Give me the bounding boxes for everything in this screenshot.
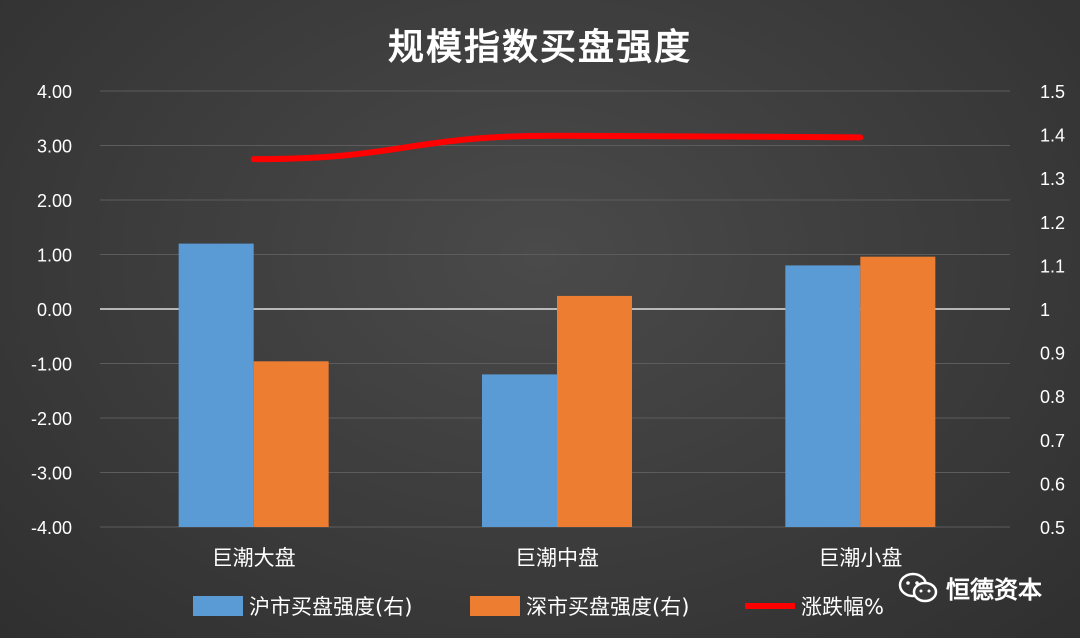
left-tick-label: 1.00	[37, 246, 72, 266]
bar	[860, 256, 936, 527]
right-tick-label: 0.9	[1040, 344, 1065, 364]
left-tick-label: -4.00	[31, 518, 72, 538]
left-tick-label: 0.00	[37, 300, 72, 320]
right-tick-label: 0.7	[1040, 431, 1065, 451]
x-tick-label: 巨潮小盘	[818, 546, 902, 570]
bar	[253, 361, 329, 527]
left-tick-label: 2.00	[37, 191, 72, 211]
bar	[482, 374, 557, 527]
watermark: 恒德资本	[898, 570, 1042, 605]
legend-label: 沪市买盘强度(右)	[249, 595, 412, 619]
wechat-icon	[898, 572, 938, 602]
right-tick-label: 1.3	[1040, 169, 1065, 189]
left-tick-label: -1.00	[31, 355, 72, 375]
right-tick-label: 0.8	[1040, 387, 1065, 407]
x-tick-label: 巨潮中盘	[515, 546, 599, 570]
right-tick-label: 1.5	[1040, 82, 1065, 102]
right-tick-label: 0.5	[1040, 518, 1065, 538]
left-tick-label: -3.00	[31, 464, 72, 484]
chart-title: 规模指数买盘强度	[387, 26, 692, 68]
legend-label: 涨跌幅%	[801, 595, 884, 619]
left-tick-label: 3.00	[37, 137, 72, 157]
left-tick-label: -2.00	[31, 409, 72, 429]
right-tick-label: 1	[1040, 300, 1050, 320]
right-tick-label: 1.2	[1040, 213, 1065, 233]
right-tick-label: 1.1	[1040, 256, 1065, 276]
right-tick-label: 1.4	[1040, 126, 1065, 146]
bar	[557, 295, 632, 527]
bar	[785, 265, 861, 527]
left-tick-label: 4.00	[37, 82, 72, 102]
bar	[178, 243, 254, 527]
legend-label: 深市买盘强度(右)	[526, 595, 689, 619]
x-tick-label: 巨潮大盘	[212, 546, 296, 570]
right-tick-label: 0.6	[1040, 474, 1065, 494]
watermark-text: 恒德资本	[946, 576, 1042, 604]
legend-swatch	[470, 596, 520, 616]
series-line	[250, 132, 864, 163]
legend-swatch	[193, 596, 243, 616]
